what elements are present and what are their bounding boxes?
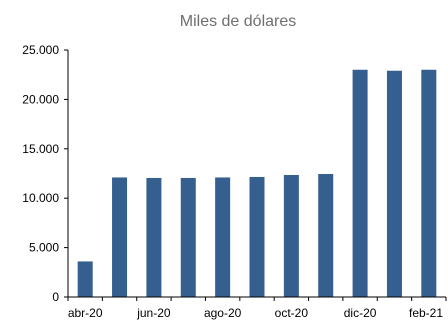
bar-abr-20 <box>77 261 93 297</box>
y-tick-label: 25.000 <box>22 43 59 57</box>
bar-oct-20 <box>283 174 299 297</box>
bars-group <box>77 69 437 297</box>
x-axis-ticks: abr-20 jun-20 ago-20 oct-20 dic-20 feb-21 <box>67 297 447 320</box>
bar-sep-20 <box>249 176 265 297</box>
bar-feb-21 <box>421 69 437 297</box>
y-tick-label: 0 <box>52 290 59 304</box>
y-axis-ticks: 0 5.000 10.000 15.000 20.000 25.000 <box>22 43 68 304</box>
bar-ene-21 <box>386 70 402 297</box>
y-tick-label: 10.000 <box>22 191 59 205</box>
bar-jul-20 <box>180 177 196 297</box>
bar-ago-20 <box>215 177 231 297</box>
bar-nov-20 <box>318 173 334 297</box>
x-tick-label: ago-20 <box>204 306 242 320</box>
y-tick-label: 20.000 <box>22 92 59 106</box>
x-tick-label: abr-20 <box>68 306 103 320</box>
x-tick-label: feb-21 <box>409 306 443 320</box>
bar-jun-20 <box>146 177 162 297</box>
bar-dic-20 <box>352 69 368 297</box>
x-tick-label: jun-20 <box>136 306 171 320</box>
y-tick-label: 15.000 <box>22 142 59 156</box>
y-tick-label: 5.000 <box>29 241 59 255</box>
x-tick-label: dic-20 <box>344 306 377 320</box>
x-tick-label: oct-20 <box>275 306 309 320</box>
bar-may-20 <box>112 177 128 297</box>
chart-title: Miles de dólares <box>180 13 297 30</box>
